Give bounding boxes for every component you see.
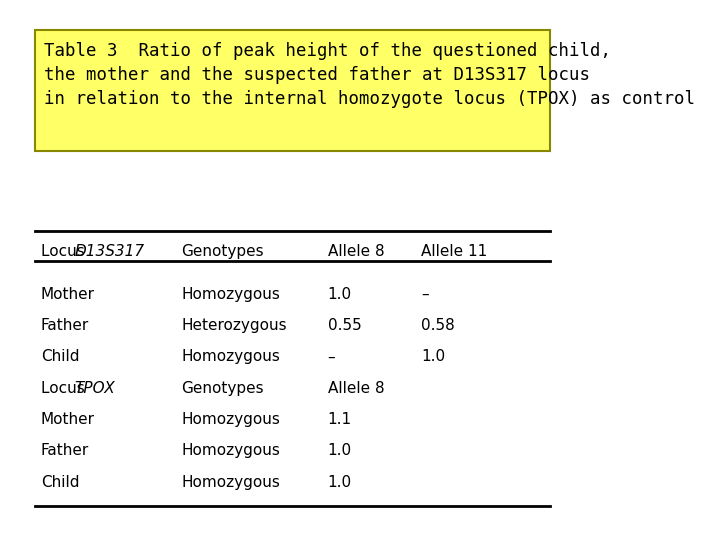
Text: 1.0: 1.0 xyxy=(328,287,352,302)
Text: Child: Child xyxy=(41,475,79,490)
Text: D13S317: D13S317 xyxy=(74,244,145,259)
Text: Genotypes: Genotypes xyxy=(181,381,264,396)
Text: Allele 11: Allele 11 xyxy=(421,244,487,259)
Text: Allele 8: Allele 8 xyxy=(328,244,384,259)
Text: Homozygous: Homozygous xyxy=(181,475,280,490)
FancyBboxPatch shape xyxy=(35,30,550,151)
Text: 1.0: 1.0 xyxy=(421,349,446,364)
Text: Homozygous: Homozygous xyxy=(181,443,280,458)
Text: 1.0: 1.0 xyxy=(328,475,352,490)
Text: Table 3  Ratio of peak height of the questioned child,
the mother and the suspec: Table 3 Ratio of peak height of the ques… xyxy=(44,42,695,108)
Text: 1.0: 1.0 xyxy=(328,443,352,458)
Text: Genotypes: Genotypes xyxy=(181,244,264,259)
Text: Father: Father xyxy=(41,443,89,458)
Text: Locus: Locus xyxy=(41,381,89,396)
Text: 1.1: 1.1 xyxy=(328,412,352,427)
Text: Homozygous: Homozygous xyxy=(181,349,280,364)
Text: Homozygous: Homozygous xyxy=(181,412,280,427)
Text: Heterozygous: Heterozygous xyxy=(181,318,287,333)
Text: 0.55: 0.55 xyxy=(328,318,361,333)
Text: TPOX: TPOX xyxy=(74,381,115,396)
Text: Allele 8: Allele 8 xyxy=(328,381,384,396)
Text: –: – xyxy=(328,349,336,364)
Text: 0.58: 0.58 xyxy=(421,318,455,333)
Text: Mother: Mother xyxy=(41,287,95,302)
Text: Homozygous: Homozygous xyxy=(181,287,280,302)
Text: Child: Child xyxy=(41,349,79,364)
Text: –: – xyxy=(421,287,429,302)
Text: Father: Father xyxy=(41,318,89,333)
Text: Locus: Locus xyxy=(41,244,89,259)
Text: Mother: Mother xyxy=(41,412,95,427)
